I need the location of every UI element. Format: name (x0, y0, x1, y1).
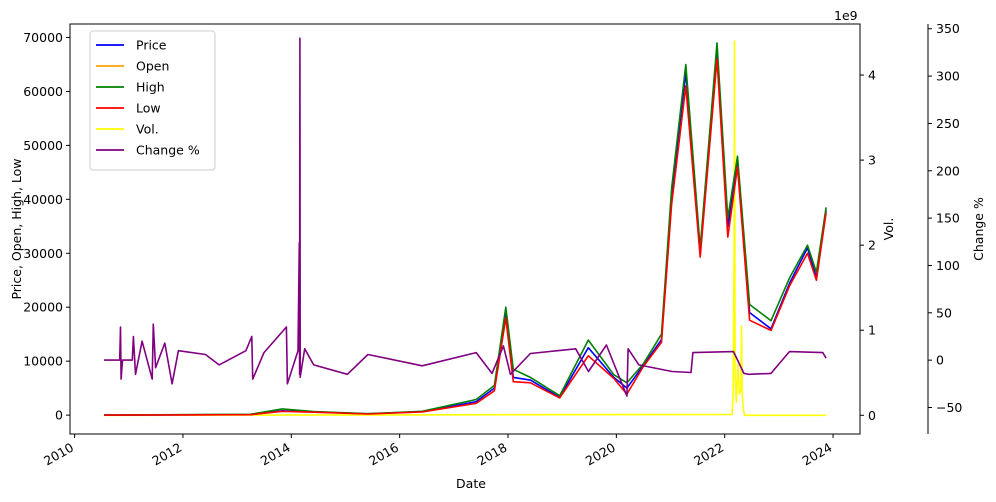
left-y-tick-label: 0 (55, 408, 63, 423)
legend-label: Change % (136, 143, 200, 158)
legend-label: Open (136, 59, 169, 74)
series-layer (103, 37, 827, 417)
series-line-change (104, 37, 827, 397)
change-tick-label: 0 (936, 353, 944, 368)
vol-tick-label: 0 (868, 408, 876, 423)
change-tick-label: 50 (936, 305, 952, 320)
left-y-tick-label: 50000 (23, 138, 63, 153)
change-tick-label: 250 (936, 116, 960, 131)
legend-label: High (136, 80, 165, 95)
series-line-vol (103, 40, 827, 417)
left-y-tick-label: 70000 (23, 30, 63, 45)
change-tick-label: 100 (936, 258, 960, 273)
change-tick-label: 350 (936, 21, 960, 36)
left-y-tick-label: 30000 (23, 246, 63, 261)
vol-tick-label: 1 (868, 323, 876, 338)
legend-label: Price (136, 38, 167, 53)
plot-frame (69, 23, 861, 435)
left-y-axis-title: Price, Open, High, Low (9, 158, 24, 299)
left-y-tick-label: 40000 (23, 192, 63, 207)
change-axis-title: Change % (971, 197, 986, 261)
left-y-tick-label: 10000 (23, 354, 63, 369)
left-y-tick-label: 20000 (23, 300, 63, 315)
left-y-axis-ticks: 0 10000 20000 30000 40000 50000 60000 70000 (23, 30, 70, 423)
x-axis-title: Date (456, 476, 486, 491)
vol-axis-ticks: 0 1 2 3 4 (860, 68, 876, 423)
legend: Price Open High Low Vol. Change % (89, 30, 216, 171)
vol-tick-label: 3 (868, 153, 876, 168)
change-tick-label: −50 (936, 400, 962, 415)
change-tick-label: 300 (936, 69, 960, 84)
legend-label: Low (136, 101, 161, 116)
vol-axis-multiplier: 1e9 (834, 8, 858, 23)
legend-entries: Price Open High Low Vol. Change % (96, 38, 200, 158)
change-tick-label: 200 (936, 163, 960, 178)
vol-tick-label: 2 (868, 238, 876, 253)
vol-axis-title: Vol. (881, 218, 896, 241)
left-y-tick-label: 60000 (23, 84, 63, 99)
change-tick-label: 150 (936, 211, 960, 226)
legend-label: Vol. (136, 122, 159, 137)
x-axis-ticks: 2010 2012 2014 2016 2018 2020 2022 2024 (41, 434, 835, 469)
change-axis-ticks: −50 0 50 100 150 200 250 300 350 (928, 21, 962, 415)
vol-tick-label: 4 (868, 68, 876, 83)
